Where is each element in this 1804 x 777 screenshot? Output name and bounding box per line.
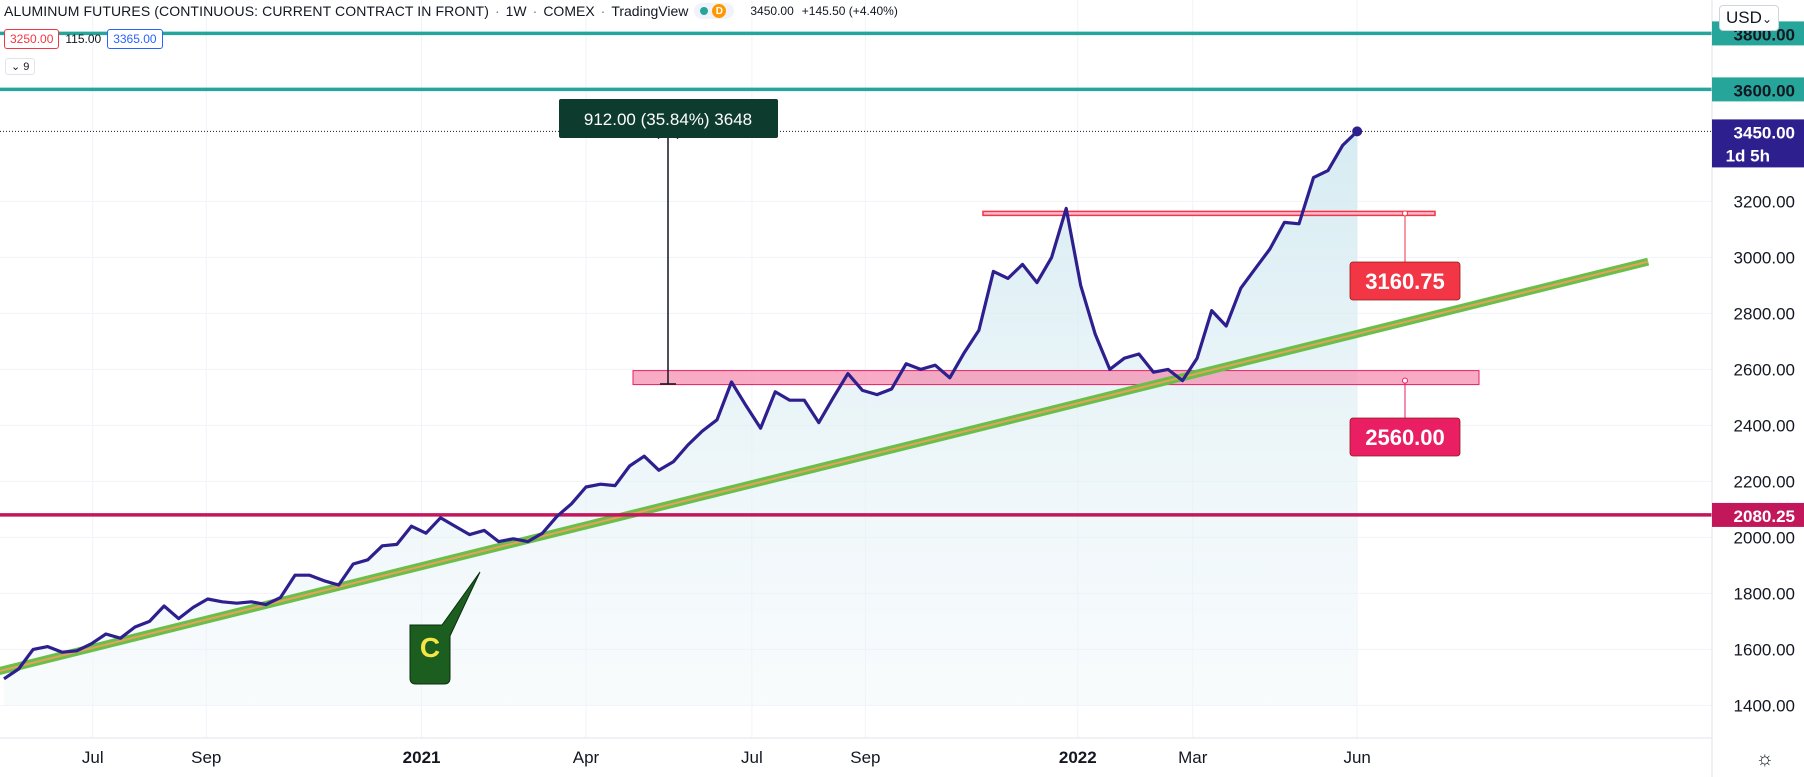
sell-price-button[interactable]: 3250.00 xyxy=(4,29,60,49)
level-price-label: 3600.00 xyxy=(1734,81,1795,100)
support-callout-label: 2560.00 xyxy=(1365,425,1445,450)
x-tick-label: 2021 xyxy=(403,748,441,767)
x-tick-label: Jul xyxy=(741,748,763,767)
measure-label-box[interactable] xyxy=(559,99,778,138)
live-dot-icon xyxy=(700,7,709,15)
currency-button[interactable]: USD⌄ xyxy=(1719,5,1779,31)
resistance-callout-box[interactable] xyxy=(1349,261,1461,301)
currency-label: USD xyxy=(1726,8,1762,27)
change-readout: +145.50 (+4.40%) xyxy=(801,4,898,18)
support-callout-anchor xyxy=(1402,377,1408,384)
y-tick-label: 2400.00 xyxy=(1734,416,1795,435)
c-callout-label: C xyxy=(420,632,440,663)
price-series-line xyxy=(3,130,1359,681)
y-tick-label: 2200.00 xyxy=(1734,472,1795,491)
x-tick-label: Sep xyxy=(850,748,880,767)
price-area-fill xyxy=(4,131,1358,706)
chevron-down-icon: ⌄ xyxy=(11,61,21,73)
bar-countdown-label: 1d 5h xyxy=(1726,146,1770,165)
level-price-tag xyxy=(1712,77,1804,102)
resistance-zone[interactable] xyxy=(982,210,1436,217)
price-axis[interactable]: 1400.00 1600.00 1800.00 2000.00 2200.00 2400.… xyxy=(1711,0,1804,777)
buy-price-button[interactable]: 3365.00 xyxy=(107,29,163,49)
x-tick-label: Apr xyxy=(573,748,600,767)
support-callout-box[interactable] xyxy=(1349,417,1461,457)
trendline-core xyxy=(0,260,1649,672)
resistance-callout-label: 3160.75 xyxy=(1365,269,1445,294)
gear-icon[interactable]: ☼ xyxy=(1755,748,1774,770)
y-tick-label: 2000.00 xyxy=(1734,528,1795,547)
market-status-badge[interactable]: D xyxy=(694,3,735,19)
y-tick-label: 1800.00 xyxy=(1734,584,1795,603)
time-axis[interactable]: Jul Sep 2021 Apr Jul Sep 2022 Mar Jun xyxy=(0,737,1712,767)
y-tick-label: 3000.00 xyxy=(1734,248,1795,267)
last-price-label: 3450.00 xyxy=(1734,123,1795,142)
header-separator: · xyxy=(600,3,606,19)
level-price-label: 2080.25 xyxy=(1734,507,1795,526)
y-tick-label: 3200.00 xyxy=(1734,192,1795,211)
last-price-readout: 3450.00 xyxy=(750,4,794,18)
spread-value: 115.00 xyxy=(65,32,102,46)
support-zone[interactable] xyxy=(632,370,1480,386)
y-tick-label: 2600.00 xyxy=(1734,360,1795,379)
c-callout-box[interactable] xyxy=(409,571,481,685)
y-tick-label: 1400.00 xyxy=(1734,696,1795,715)
level-price-tag xyxy=(1712,502,1804,527)
provider-label: TradingView xyxy=(611,3,689,19)
resistance-callout-anchor xyxy=(1402,210,1408,217)
price-line xyxy=(3,126,1363,681)
trendline[interactable] xyxy=(0,257,1650,681)
x-tick-label: Sep xyxy=(191,748,221,767)
symbol-title[interactable]: ALUMINUM FUTURES (CONTINUOUS: CURRENT CO… xyxy=(4,3,489,19)
y-tick-label: 1600.00 xyxy=(1734,640,1795,659)
delayed-icon: D xyxy=(712,4,727,18)
last-price-point xyxy=(1352,126,1363,137)
x-tick-label: Jun xyxy=(1343,748,1370,767)
indicator-count: 9 xyxy=(23,61,30,73)
annotations[interactable]: 912.00 (35.84%) 3648 3160.75 2560.00 C xyxy=(409,99,1461,685)
y-tick-label: 2800.00 xyxy=(1734,304,1795,323)
quote-box: 3250.00 115.00 3365.00 xyxy=(4,29,163,49)
header-separator: · xyxy=(532,3,538,19)
horizontal-levels[interactable] xyxy=(0,31,1712,517)
header-separator: · xyxy=(494,3,500,19)
last-price-tag xyxy=(1712,119,1804,168)
interval-label[interactable]: 1W xyxy=(505,3,527,19)
x-tick-label: Mar xyxy=(1178,748,1208,767)
chart-header: ALUMINUM FUTURES (CONTINUOUS: CURRENT CO… xyxy=(4,3,898,19)
x-tick-label: Jul xyxy=(82,748,104,767)
measure-label: 912.00 (35.84%) 3648 xyxy=(584,110,752,129)
indicator-toggle[interactable]: ⌄ 9 xyxy=(5,58,36,75)
x-tick-label: 2022 xyxy=(1059,748,1097,767)
exchange-label: COMEX xyxy=(543,3,595,19)
chevron-down-icon: ⌄ xyxy=(1761,12,1772,26)
